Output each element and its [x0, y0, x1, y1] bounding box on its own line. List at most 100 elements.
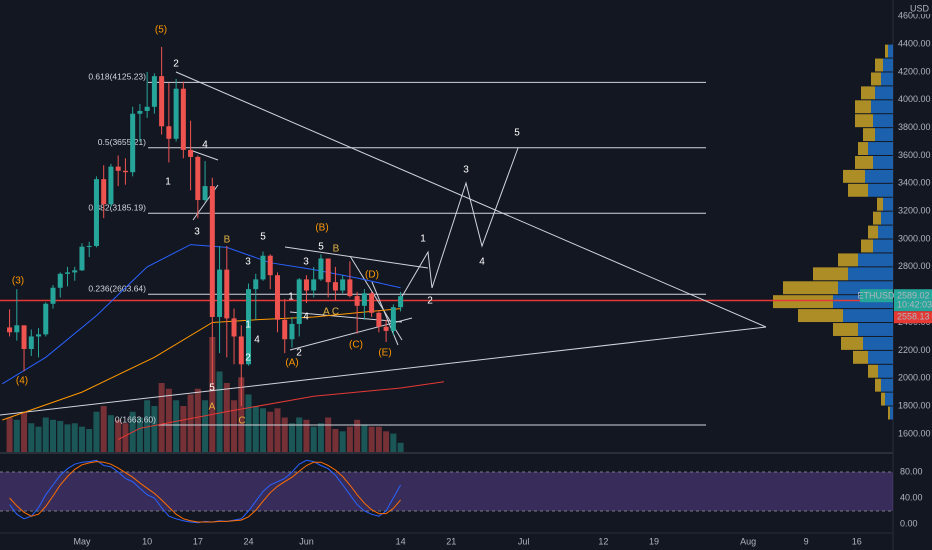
volume-bar	[274, 408, 281, 452]
marker-price-box	[894, 311, 932, 324]
candle-body	[202, 186, 208, 201]
volume-bar	[303, 419, 310, 452]
wave-label: 3	[194, 227, 200, 238]
candle-body	[390, 307, 396, 331]
volume-bar	[216, 371, 223, 452]
volume-bar	[231, 400, 238, 452]
volume-bar	[281, 417, 288, 452]
profile-bar	[881, 211, 893, 225]
candle-body	[57, 273, 63, 288]
candle-body	[180, 88, 186, 150]
candle-body	[209, 186, 215, 317]
candle-body	[311, 279, 317, 291]
candle-body	[274, 275, 280, 320]
countdown-label: 10:42:03	[897, 300, 932, 310]
candle-body	[64, 272, 70, 274]
volume-bar	[346, 426, 353, 452]
wave-label: 1	[245, 320, 251, 331]
profile-bar	[875, 58, 883, 72]
profile-bar	[853, 350, 868, 364]
wave-label: (D)	[365, 270, 379, 281]
volume-bar	[136, 417, 143, 452]
volume-bar	[71, 423, 78, 452]
volume-bar	[260, 408, 267, 452]
candle-body	[289, 323, 295, 340]
candle-body	[137, 110, 143, 114]
wave-label: (3)	[12, 276, 24, 287]
volume-bar	[158, 383, 165, 452]
volume-bar	[325, 417, 332, 452]
trend-line	[284, 246, 429, 269]
y-tick-label: 3000.00	[898, 233, 931, 243]
candle-body	[354, 296, 360, 306]
candle-body	[296, 279, 302, 324]
fib-label: 0.382(3185.19)	[88, 202, 146, 212]
profile-bar	[871, 72, 881, 86]
profile-bar	[863, 128, 875, 142]
candle-body	[376, 312, 382, 327]
x-tick-label: 24	[244, 536, 254, 546]
profile-bar	[881, 392, 885, 406]
profile-bar	[885, 44, 888, 58]
x-tick-label: Jun	[299, 536, 314, 546]
wave-label: (E)	[378, 348, 391, 359]
trend-line	[189, 149, 219, 161]
volume-bar	[296, 417, 303, 452]
x-tick-label: 17	[193, 536, 203, 546]
y-tick-label: 3400.00	[898, 178, 931, 188]
candle-body	[115, 166, 121, 171]
candle-body	[151, 76, 157, 107]
wave-label: (4)	[16, 376, 28, 387]
wave-label: 1	[420, 234, 426, 245]
volume-bar	[6, 417, 13, 452]
volume-bar	[339, 431, 346, 452]
volume-bar	[390, 433, 397, 452]
volume-bar	[383, 431, 390, 452]
wave-label: A	[209, 402, 216, 413]
volume-bar	[194, 388, 201, 452]
candle-body	[231, 318, 237, 337]
wave-label: 2	[296, 348, 302, 359]
volume-bar	[202, 400, 209, 452]
candle-body	[93, 179, 99, 246]
y-tick-label: 2200.00	[898, 345, 931, 355]
profile-bar	[871, 100, 893, 114]
profile-bar	[873, 155, 893, 169]
profile-bar	[873, 114, 893, 128]
candle-body	[238, 336, 244, 365]
candle-body	[224, 269, 230, 319]
candle-body	[144, 106, 150, 111]
volume-bar	[78, 426, 85, 452]
candle-body	[7, 327, 13, 333]
price-axis-bg	[894, 0, 932, 452]
profile-bar	[878, 364, 893, 378]
profile-bar	[890, 406, 893, 420]
volume-bar	[107, 415, 114, 452]
profile-bar	[863, 336, 893, 350]
candle-body	[72, 270, 78, 273]
volume-bar	[209, 337, 216, 452]
volume-bar	[368, 426, 375, 452]
wave-label: 4	[303, 312, 309, 323]
profile-bar	[875, 378, 881, 392]
profile-bar	[841, 336, 863, 350]
projection-path	[399, 147, 519, 301]
profile-bar	[873, 211, 881, 225]
wave-label: 1	[165, 177, 171, 188]
volume-bar	[64, 424, 71, 452]
profile-bar	[865, 169, 893, 183]
candle-body	[166, 126, 172, 139]
profile-bar	[868, 350, 893, 364]
volume-bar	[252, 406, 259, 452]
wave-label: A C	[323, 307, 339, 318]
wave-label: C	[238, 416, 245, 427]
fib-label: 0.236(2603.64)	[88, 283, 146, 293]
volume-bar	[180, 406, 187, 452]
profile-bar	[783, 281, 838, 295]
candle-body	[86, 245, 92, 247]
profile-bar	[868, 225, 878, 239]
x-tick-label: 16	[852, 536, 862, 546]
wave-label: (C)	[349, 340, 363, 351]
symbol-label: ETHUSD	[857, 291, 895, 301]
x-tick-label: Aug	[740, 536, 756, 546]
